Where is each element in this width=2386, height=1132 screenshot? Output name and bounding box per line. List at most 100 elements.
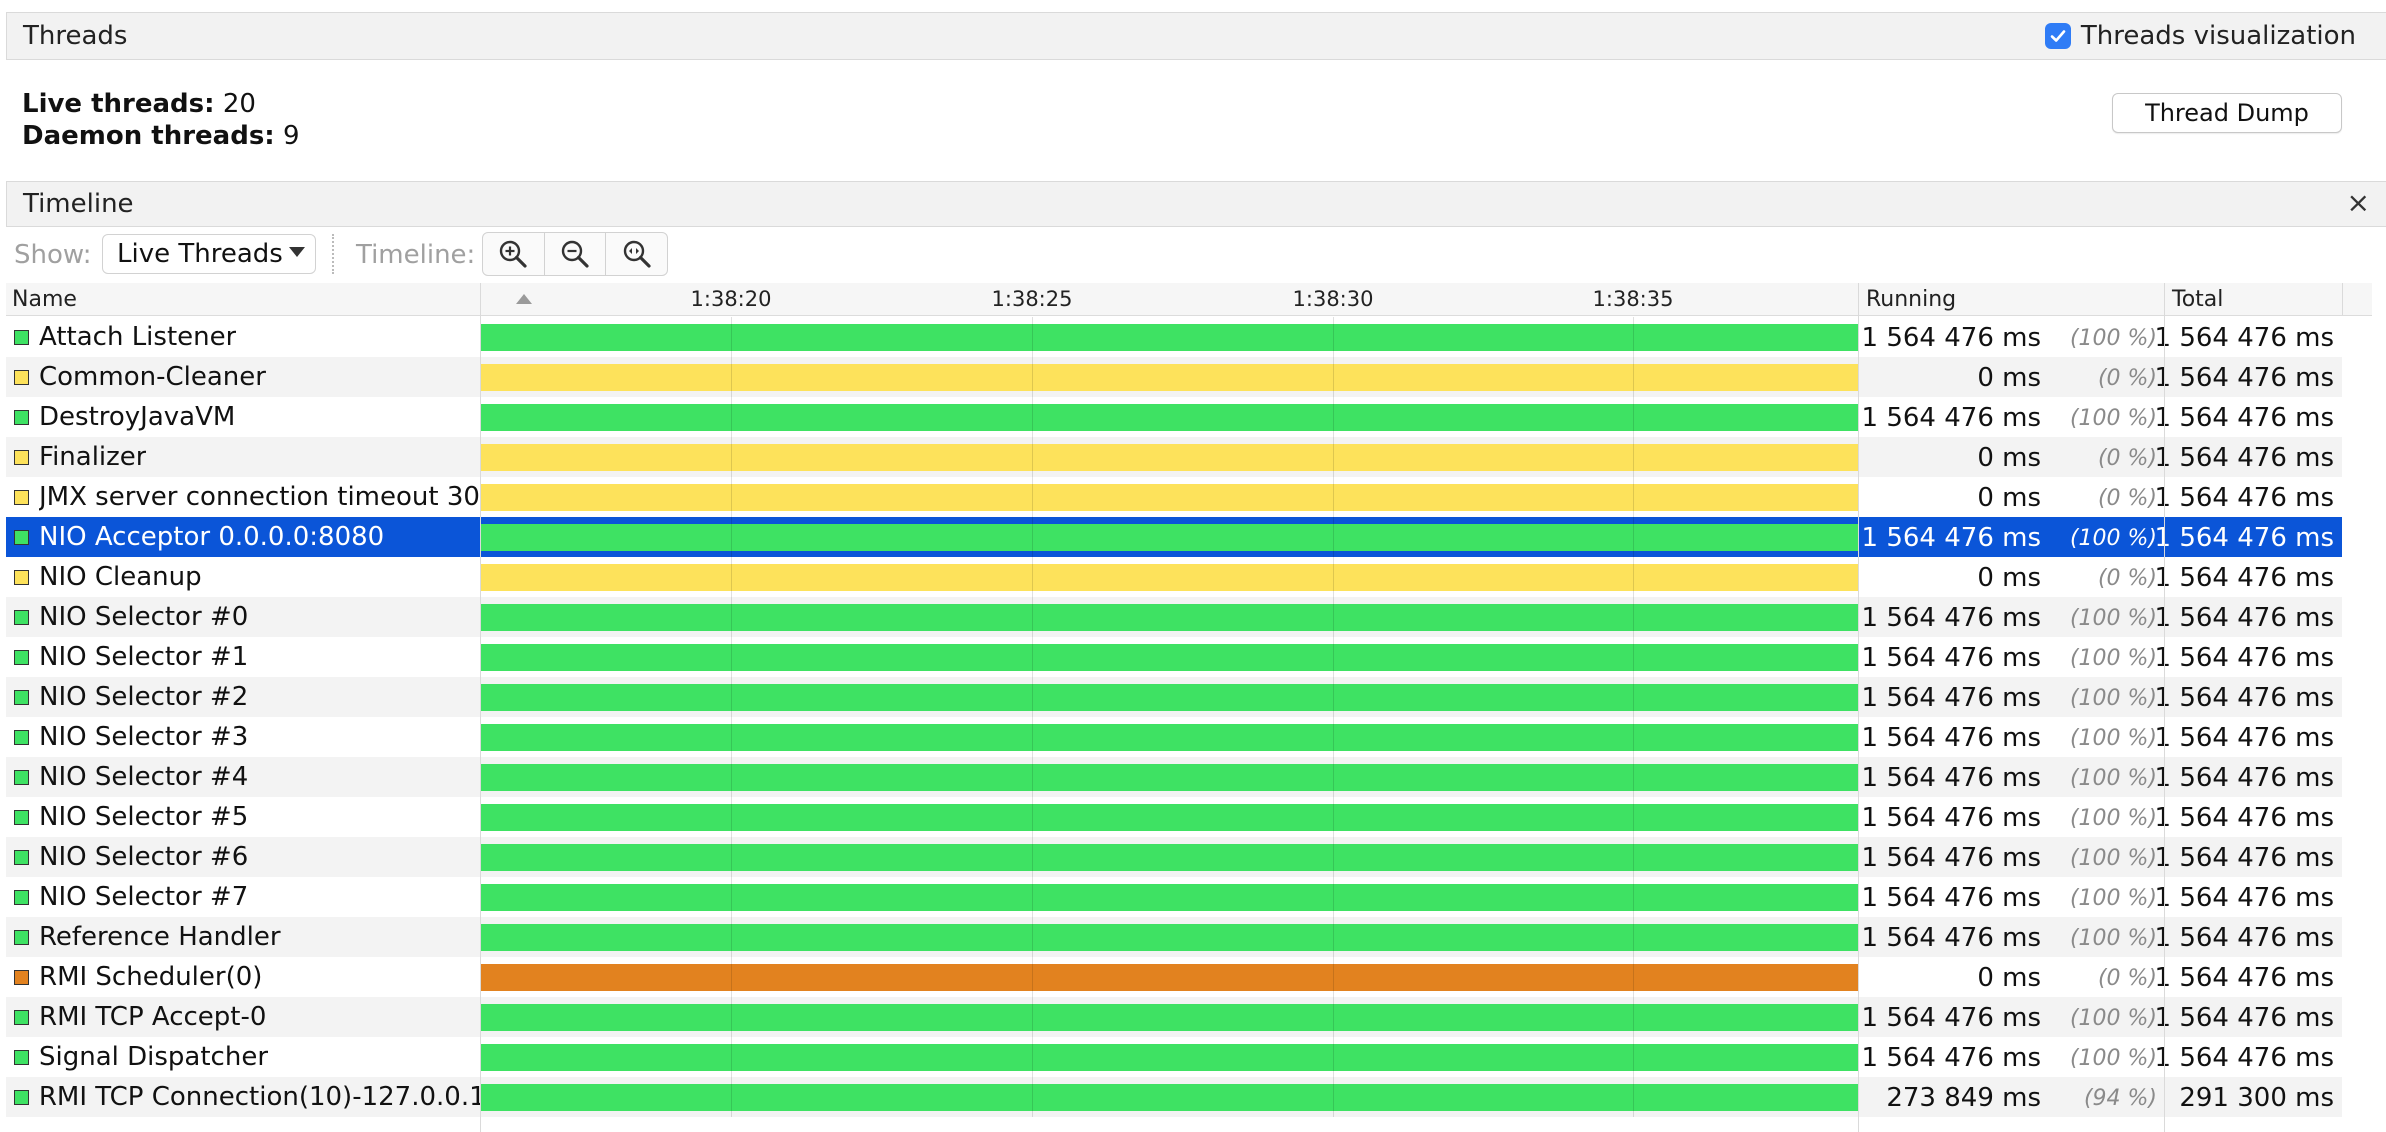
timeline-gridline <box>1032 1077 1033 1117</box>
timeline-gridline <box>1333 917 1334 957</box>
timeline-gridline <box>731 717 732 757</box>
show-dropdown[interactable]: Live Threads <box>102 234 316 274</box>
timeline-gridline <box>1633 997 1634 1037</box>
timeline-cell <box>481 317 1858 357</box>
timeline-cell <box>481 477 1858 517</box>
total-time: 1 564 476 ms <box>2154 923 2334 953</box>
table-row[interactable]: NIO Acceptor 0.0.0.0:8080 1 564 476 ms (10… <box>6 517 2342 557</box>
running-time: 1 564 476 ms <box>1861 723 2041 753</box>
running-cell: 1 564 476 ms (100 %) <box>1859 997 2165 1037</box>
threads-title: Threads <box>23 21 128 51</box>
running-percent: (0 %) <box>2097 366 2157 391</box>
table-row[interactable]: NIO Selector #4 1 564 476 ms (100 %) 1 564 … <box>6 757 2342 797</box>
thread-name: NIO Selector #0 <box>39 602 249 632</box>
zoom-in-button[interactable] <box>483 233 545 275</box>
timeline-gridline <box>1633 877 1634 917</box>
timeline-cell <box>481 597 1858 637</box>
table-row[interactable]: NIO Selector #1 1 564 476 ms (100 %) 1 564 … <box>6 637 2342 677</box>
column-header-running[interactable]: Running <box>1866 287 1957 312</box>
thread-state-swatch <box>14 529 29 545</box>
table-row[interactable]: RMI TCP Connection(10)-127.0.0.1 273 849 … <box>6 1077 2342 1117</box>
timeline-gridline <box>1633 1037 1634 1077</box>
thread-state-swatch <box>14 929 29 945</box>
table-row[interactable]: Common-Cleaner 0 ms (0 %) 1 564 476 ms <box>6 357 2342 397</box>
zoom-out-icon <box>561 240 589 268</box>
thread-name-cell: RMI TCP Accept-0 <box>6 997 480 1037</box>
thread-state-swatch <box>14 889 29 905</box>
running-time: 1 564 476 ms <box>1861 843 2041 873</box>
thread-name: NIO Selector #7 <box>39 882 249 912</box>
table-row[interactable]: JMX server connection timeout 30 0 ms (0 %… <box>6 477 2342 517</box>
running-percent: (0 %) <box>2097 486 2157 511</box>
table-row[interactable]: Reference Handler 1 564 476 ms (100 %) 1 56… <box>6 917 2342 957</box>
total-time: 1 564 476 ms <box>2154 843 2334 873</box>
table-row[interactable]: NIO Selector #6 1 564 476 ms (100 %) 1 564 … <box>6 837 2342 877</box>
table-row[interactable]: RMI Scheduler(0) 0 ms (0 %) 1 564 476 ms <box>6 957 2342 997</box>
total-time: 291 300 ms <box>2179 1083 2334 1113</box>
running-time: 1 564 476 ms <box>1861 923 2041 953</box>
timeline-gridline <box>1633 717 1634 757</box>
timeline-cell <box>481 637 1858 677</box>
timeline-gridline <box>731 557 732 597</box>
table-row[interactable]: RMI TCP Accept-0 1 564 476 ms (100 %) 1 564… <box>6 997 2342 1037</box>
table-row[interactable]: NIO Cleanup 0 ms (0 %) 1 564 476 ms <box>6 557 2342 597</box>
threads-visualization-toggle[interactable]: Threads visualization <box>2044 21 2356 51</box>
close-icon[interactable]: × <box>2346 186 2370 219</box>
total-cell: 1 564 476 ms <box>2155 637 2342 677</box>
table-row[interactable]: NIO Selector #0 1 564 476 ms (100 %) 1 564 … <box>6 597 2342 637</box>
timeline-cell <box>481 397 1858 437</box>
running-cell: 1 564 476 ms (100 %) <box>1859 877 2165 917</box>
running-percent: (100 %) <box>2069 846 2157 871</box>
total-cell: 1 564 476 ms <box>2155 1037 2342 1077</box>
table-row[interactable]: NIO Selector #5 1 564 476 ms (100 %) 1 564 … <box>6 797 2342 837</box>
table-row[interactable]: NIO Selector #2 1 564 476 ms (100 %) 1 564 … <box>6 677 2342 717</box>
live-threads-value: 20 <box>222 89 256 119</box>
table-row[interactable]: Finalizer 0 ms (0 %) 1 564 476 ms <box>6 437 2342 477</box>
column-header-total[interactable]: Total <box>2172 287 2224 312</box>
column-header-name[interactable]: Name <box>12 287 77 312</box>
running-time: 0 ms <box>1977 443 2041 473</box>
threads-table: Attach Listener 1 564 476 ms (100 %) 1 564 … <box>6 317 2342 1117</box>
total-time: 1 564 476 ms <box>2154 563 2334 593</box>
column-divider <box>480 283 481 1132</box>
running-time: 1 564 476 ms <box>1861 323 2041 353</box>
zoom-fit-button[interactable] <box>606 233 667 275</box>
table-row[interactable]: NIO Selector #7 1 564 476 ms (100 %) 1 564 … <box>6 877 2342 917</box>
time-tick: 1:38:20 <box>690 287 772 311</box>
total-time: 1 564 476 ms <box>2154 403 2334 433</box>
running-time: 0 ms <box>1977 483 2041 513</box>
timeline-gridline <box>1333 757 1334 797</box>
running-cell: 1 564 476 ms (100 %) <box>1859 597 2165 637</box>
thread-state-swatch <box>14 969 29 985</box>
table-row[interactable]: DestroyJavaVM 1 564 476 ms (100 %) 1 564 47… <box>6 397 2342 437</box>
timeline-gridline <box>1032 597 1033 637</box>
timeline-gridline <box>1032 517 1033 557</box>
visualization-checkbox[interactable] <box>2044 23 2071 49</box>
thread-dump-button[interactable]: Thread Dump <box>2112 93 2342 133</box>
timeline-gridline <box>1333 717 1334 757</box>
timeline-cell <box>481 517 1858 557</box>
timeline-gridline <box>731 677 732 717</box>
table-row[interactable]: NIO Selector #3 1 564 476 ms (100 %) 1 564 … <box>6 717 2342 757</box>
total-cell: 1 564 476 ms <box>2155 557 2342 597</box>
checkmark-icon <box>2050 30 2066 42</box>
table-row[interactable]: Attach Listener 1 564 476 ms (100 %) 1 564 … <box>6 317 2342 357</box>
total-cell: 1 564 476 ms <box>2155 877 2342 917</box>
table-row[interactable]: Signal Dispatcher 1 564 476 ms (100 %) 1 56… <box>6 1037 2342 1077</box>
timeline-gridline <box>1333 597 1334 637</box>
time-tick: 1:38:35 <box>1592 287 1674 311</box>
running-cell: 0 ms (0 %) <box>1859 477 2165 517</box>
table-header: Name 1:38:20 1:38:25 1:38:30 1:38:35 Run… <box>6 283 2372 316</box>
timeline-cell <box>481 557 1858 597</box>
timeline-gridline <box>731 997 732 1037</box>
timeline-gridline <box>1333 957 1334 997</box>
thread-name-cell: RMI Scheduler(0) <box>6 957 480 997</box>
total-time: 1 564 476 ms <box>2154 883 2334 913</box>
thread-name-cell: NIO Acceptor 0.0.0.0:8080 <box>6 517 480 557</box>
thread-state-bar <box>481 644 1858 671</box>
running-time: 1 564 476 ms <box>1861 1043 2041 1073</box>
running-percent: (100 %) <box>2069 886 2157 911</box>
column-divider <box>1858 283 1859 1132</box>
zoom-out-button[interactable] <box>545 233 607 275</box>
timeline-gridline <box>1633 917 1634 957</box>
